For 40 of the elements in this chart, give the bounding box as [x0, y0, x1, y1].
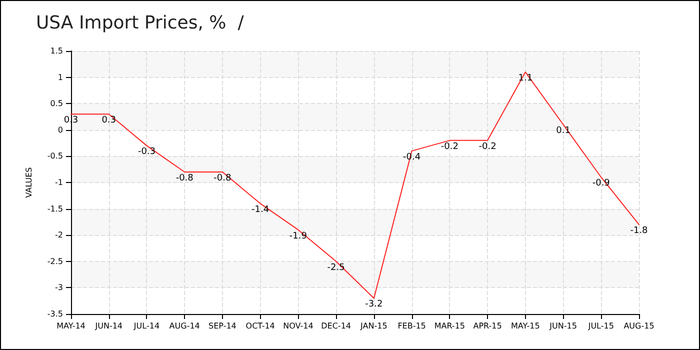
y-tick-label: 1.5 — [50, 46, 63, 56]
x-tick-label: NOV-14 — [283, 322, 314, 330]
data-label: -1.9 — [289, 231, 308, 242]
x-tick-label: JAN-15 — [360, 322, 388, 330]
y-tick-label: -0.5 — [47, 152, 63, 161]
x-tick-label: AUG-15 — [624, 322, 654, 330]
x-tick-label: OCT-14 — [246, 322, 275, 330]
y-tick-label: -1 — [55, 178, 63, 187]
x-tick-label: JUL-14 — [132, 322, 160, 330]
x-tick-label: MAY-15 — [511, 322, 540, 330]
data-label: 0.3 — [102, 116, 116, 126]
x-tick-label: JUN-15 — [548, 322, 577, 330]
y-tick-label: -2 — [55, 230, 63, 240]
data-label: -0.8 — [176, 173, 194, 184]
data-label: -3.2 — [365, 300, 383, 310]
y-tick-label: -3 — [55, 283, 63, 292]
data-label: -1.4 — [252, 205, 270, 216]
x-tick-label: DEC-14 — [321, 322, 352, 330]
data-label: -0.8 — [214, 173, 232, 184]
x-tick-label: FEB-15 — [398, 322, 426, 330]
x-tick-label: APR-15 — [473, 322, 502, 330]
y-tick-label: 0 — [58, 125, 63, 134]
x-tick-label: AUG-14 — [169, 322, 200, 330]
x-tick-label: JUN-14 — [94, 322, 122, 330]
y-tick-label: -3.5 — [47, 310, 63, 318]
data-label: -0.2 — [478, 142, 496, 152]
y-axis-title: VALUES — [24, 167, 34, 198]
data-label: -2.5 — [327, 262, 345, 273]
x-tick-label: JUL-15 — [587, 322, 614, 330]
y-tick-label: -1.5 — [47, 204, 63, 214]
data-label: -0.2 — [440, 142, 458, 152]
y-tick-label: 1 — [58, 72, 63, 82]
chart-title: USA Import Prices, % / — [36, 12, 245, 34]
data-label: -1.8 — [630, 226, 648, 236]
y-tick-label: -2.5 — [47, 256, 63, 266]
data-label: -0.3 — [138, 147, 156, 158]
y-tick-label: 0.5 — [50, 99, 63, 108]
x-tick-label: MAY-14 — [56, 322, 86, 330]
x-tick-label: MAR-15 — [434, 322, 466, 330]
x-tick-label: SEP-14 — [208, 322, 236, 330]
